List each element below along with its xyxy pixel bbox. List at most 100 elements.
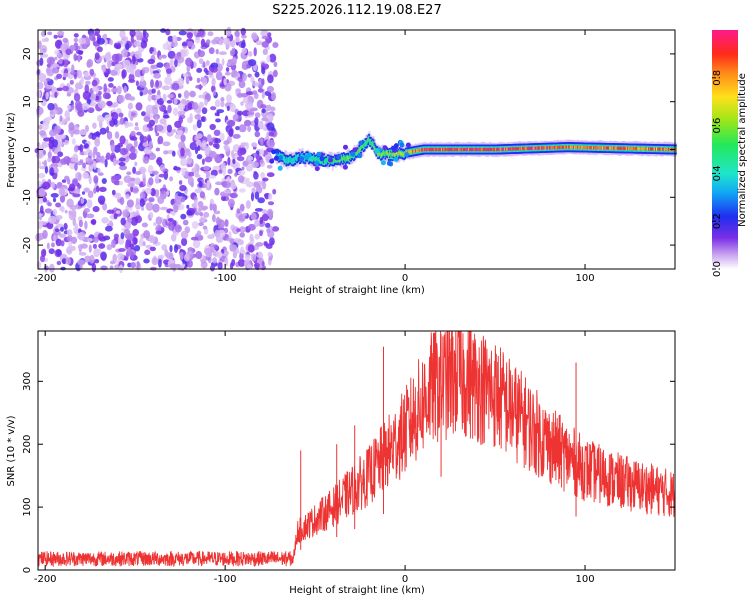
noise-speckle [39, 130, 46, 136]
noise-speckle [87, 237, 93, 242]
noise-speckle [95, 185, 100, 193]
noise-speckle [181, 171, 186, 176]
ridge-core [479, 147, 482, 152]
noise-speckle [101, 217, 109, 224]
noise-speckle [268, 132, 275, 137]
noise-speckle [130, 145, 136, 154]
noise-speckle [56, 260, 62, 266]
ridge-core [604, 146, 607, 150]
noise-speckle [55, 238, 62, 247]
noise-speckle [210, 246, 215, 253]
noise-speckle [37, 220, 43, 230]
noise-speckle [141, 111, 146, 117]
noise-speckle [226, 94, 232, 103]
noise-speckle [156, 98, 165, 105]
noise-speckle [212, 90, 216, 96]
noise-speckle [178, 180, 183, 185]
noise-speckle [150, 188, 156, 197]
noise-speckle [245, 142, 249, 150]
noise-speckle [214, 137, 219, 143]
noise-speckle [117, 252, 125, 261]
noise-speckle [153, 72, 162, 79]
noise-speckle [174, 196, 183, 205]
noise-speckle [261, 108, 266, 114]
ridge-blob [336, 154, 342, 160]
noise-speckle [267, 32, 272, 37]
noise-speckle [240, 101, 244, 106]
noise-speckle [56, 182, 61, 190]
noise-speckle [202, 225, 208, 230]
noise-speckle [44, 37, 49, 42]
noise-speckle [81, 102, 90, 111]
noise-speckle [47, 202, 52, 207]
noise-speckle [252, 81, 259, 87]
ridge-core [448, 147, 451, 152]
noise-speckle [174, 224, 182, 233]
noise-speckle [240, 246, 245, 255]
noise-speckle [47, 157, 52, 163]
noise-speckle [142, 142, 149, 148]
noise-speckle [66, 246, 73, 255]
noise-speckle [74, 162, 78, 171]
noise-speckle [113, 233, 120, 239]
noise-speckle [215, 48, 219, 55]
noise-speckle [261, 66, 266, 75]
ridge-core [559, 145, 562, 149]
noise-speckle [126, 246, 132, 256]
noise-speckle [41, 141, 49, 149]
noise-speckle [157, 196, 165, 204]
ridge-core [461, 147, 464, 152]
noise-speckle [41, 249, 47, 257]
noise-speckle [208, 74, 214, 79]
noise-speckle [147, 109, 153, 113]
noise-speckle [224, 71, 231, 76]
noise-speckle [255, 155, 262, 161]
noise-speckle [211, 77, 216, 87]
noise-speckle [148, 197, 155, 203]
noise-speckle [56, 87, 63, 92]
noise-speckle [116, 85, 122, 95]
noise-speckle [83, 208, 91, 213]
noise-speckle [118, 157, 126, 162]
noise-speckle [231, 69, 238, 78]
noise-speckle [247, 244, 255, 253]
noise-speckle [130, 67, 135, 75]
noise-speckle [253, 171, 259, 180]
noise-speckle [127, 102, 133, 110]
noise-speckle [198, 94, 205, 99]
noise-speckle [260, 136, 264, 146]
noise-speckle [196, 230, 202, 236]
noise-speckle [58, 59, 63, 64]
noise-speckle [191, 221, 199, 229]
x-tick-label: -200 [34, 574, 57, 585]
noise-speckle [273, 69, 278, 78]
ridge-core [290, 159, 293, 163]
noise-speckle [260, 172, 265, 179]
noise-speckle [86, 199, 93, 209]
noise-speckle [66, 104, 72, 110]
noise-speckle [169, 58, 174, 67]
noise-speckle [254, 208, 264, 212]
noise-speckle [227, 168, 233, 175]
noise-speckle [116, 42, 122, 49]
ridge-core [488, 147, 491, 152]
ridge-core [358, 148, 361, 152]
ridge-core [493, 147, 496, 152]
ridge-core [362, 145, 365, 149]
noise-speckle [89, 32, 96, 42]
noise-speckle [70, 104, 75, 111]
noise-speckle [237, 110, 243, 116]
noise-speckle [78, 252, 87, 256]
noise-speckle [183, 253, 190, 262]
noise-speckle [84, 255, 92, 263]
ridge-core [466, 147, 469, 152]
noise-speckle [204, 146, 211, 152]
noise-speckle [78, 219, 83, 228]
noise-speckle [100, 265, 108, 271]
noise-speckle [168, 263, 177, 269]
noise-speckle [97, 90, 102, 96]
noise-speckle [173, 167, 182, 171]
noise-speckle [226, 105, 230, 111]
noise-speckle [78, 231, 86, 241]
